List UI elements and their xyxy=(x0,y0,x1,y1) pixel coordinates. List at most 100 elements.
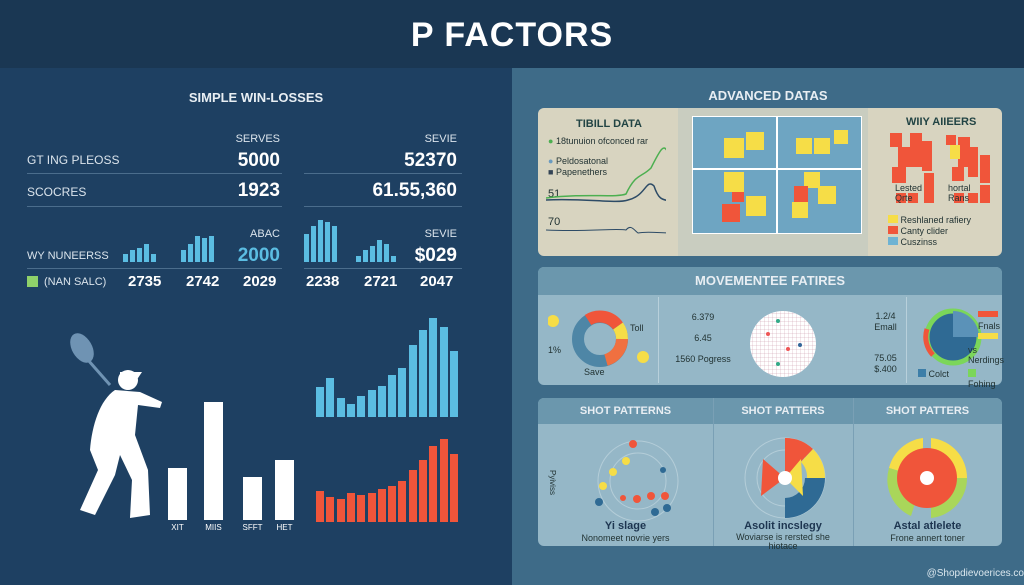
white-bar xyxy=(243,477,262,520)
panel-caption: Asolit incslegy xyxy=(744,520,822,532)
bar-category-label: SFFT xyxy=(242,523,263,532)
legend-swatch xyxy=(27,276,38,287)
card-title: MOVEMENTEE FATIRES xyxy=(538,267,1002,295)
donut-label: 1% xyxy=(548,345,562,355)
trend-line-chart xyxy=(546,147,666,234)
panel-subcaption: Nonomeet novrie yers xyxy=(581,533,670,543)
row-value: 52370 xyxy=(404,150,457,171)
mini-bar xyxy=(202,238,207,262)
stat-value: 1.2/4 Emall xyxy=(874,311,897,332)
mini-bar xyxy=(195,236,200,262)
blue-bar xyxy=(408,345,417,417)
blue-bar xyxy=(439,327,448,417)
divider xyxy=(27,206,282,207)
legend-item: Colct xyxy=(918,369,949,379)
red-bar xyxy=(419,460,427,522)
panel-title: SHOT PATTERS xyxy=(885,405,970,417)
heat-legend: Reshlaned rafiery Canty clider Cuszinss xyxy=(888,215,971,248)
bar-category-label: MIIS xyxy=(205,523,222,532)
divider xyxy=(27,173,282,174)
legend-label: Peldosatonal xyxy=(555,156,608,166)
panel-title: SHOT PATTERNS xyxy=(579,405,672,417)
card-title: TIBILL DATA xyxy=(576,118,642,130)
mini-bar xyxy=(356,256,361,262)
panel-subcaption: Frone annert toner xyxy=(890,533,965,543)
bottom-value: 2735 xyxy=(128,273,162,290)
row-value: 2000 xyxy=(237,245,280,266)
stat-value: 75.05 $.400 xyxy=(874,353,897,374)
heat-blocks xyxy=(890,133,990,203)
stat-value: 6.45 xyxy=(694,333,712,343)
bar-category-label: XIT xyxy=(171,523,184,532)
legend-label: 18tunuion ofconced rar xyxy=(555,136,649,146)
mini-bar xyxy=(391,256,396,262)
red-bar xyxy=(346,492,355,522)
donut-label: Toll xyxy=(630,323,644,333)
movement-card: MOVEMENTEE FATIRES Toll 1% Save 6.379 6.… xyxy=(538,267,1004,389)
row-label: WY NUNEERSS xyxy=(27,250,109,262)
axis-label: 70 xyxy=(548,216,561,228)
section-title: ADVANCED DATAS xyxy=(708,88,828,103)
legend-label: Papenethers xyxy=(555,167,607,177)
stats-list: 6.379 6.45 1560 Pogress xyxy=(673,307,733,370)
red-bar xyxy=(367,492,376,522)
mini-bar xyxy=(137,248,142,262)
blue-bar xyxy=(346,403,355,417)
white-bar xyxy=(168,468,187,520)
red-bar xyxy=(336,498,345,522)
col-header: SEVIE xyxy=(424,228,457,240)
tennis-player-silhouette-icon xyxy=(70,333,162,518)
stat-value: 6.379 xyxy=(691,312,715,322)
legend-label: Fnals xyxy=(978,321,1001,331)
trend-line-dark xyxy=(546,183,666,203)
trend-line-bottom xyxy=(546,227,666,234)
divider xyxy=(304,206,462,207)
blue-bar xyxy=(388,375,397,417)
blue-bar xyxy=(316,387,324,417)
mini-bar xyxy=(332,226,337,262)
shot-zone-chart xyxy=(887,438,968,518)
mini-bar xyxy=(363,250,368,262)
movement-density-map xyxy=(750,311,816,377)
card-title: WIIY AIIEERS xyxy=(906,116,977,128)
legend-label: Cuszinss xyxy=(900,237,938,247)
mini-bar xyxy=(311,226,316,262)
legend-label: (NAN SALC) xyxy=(44,276,107,288)
shot-patterns-card: SHOT PATTERNS SHOT PATTERS SHOT PATTERS … xyxy=(538,398,1002,551)
legend-item: ● 18tunuion ofconced rar xyxy=(548,136,649,146)
advanced-card: TIBILL DATA ● 18tunuion ofconced rar ● P… xyxy=(538,108,1002,256)
white-bar xyxy=(204,402,223,520)
mini-bar xyxy=(123,254,128,262)
divider xyxy=(304,268,462,269)
advanced-panel: ADVANCED DATAS TIBILL DATA ● 18tunuion o… xyxy=(512,68,1024,585)
red-bar xyxy=(439,439,448,522)
mini-bar xyxy=(377,240,382,262)
bottom-value: 2047 xyxy=(420,273,454,290)
section-title: SIMPLE WIN-LOSSES xyxy=(188,90,324,105)
panel-subcaption: Woviarse is rersted she hiotace xyxy=(736,532,830,551)
mini-bar xyxy=(209,236,214,262)
mini-bar xyxy=(130,250,135,262)
row-value: 1923 xyxy=(237,180,280,201)
mini-bar xyxy=(325,222,330,262)
legend-item: Fohing xyxy=(968,369,1002,389)
mini-bar xyxy=(144,244,149,262)
legend-label: Fohing xyxy=(968,379,996,389)
row-value: 61.55,360 xyxy=(372,180,457,201)
heat-label: Lested Qrte xyxy=(895,183,923,203)
panel-title: SHOT PATTERS xyxy=(741,405,825,417)
col-header: ABAC xyxy=(250,228,280,240)
red-bar xyxy=(398,481,407,522)
red-bar xyxy=(377,489,386,522)
blue-bar xyxy=(377,385,386,417)
red-bar xyxy=(316,490,324,522)
bottom-value: 2238 xyxy=(306,273,340,290)
donut-chart xyxy=(548,310,649,367)
donut-label: Save xyxy=(584,367,605,377)
row-value: 5000 xyxy=(237,150,280,171)
shot-radial-chart xyxy=(744,437,826,519)
court-heatmap xyxy=(692,116,862,234)
mini-bar xyxy=(181,250,186,262)
divider xyxy=(304,173,462,174)
row-value: $029 xyxy=(414,245,457,266)
